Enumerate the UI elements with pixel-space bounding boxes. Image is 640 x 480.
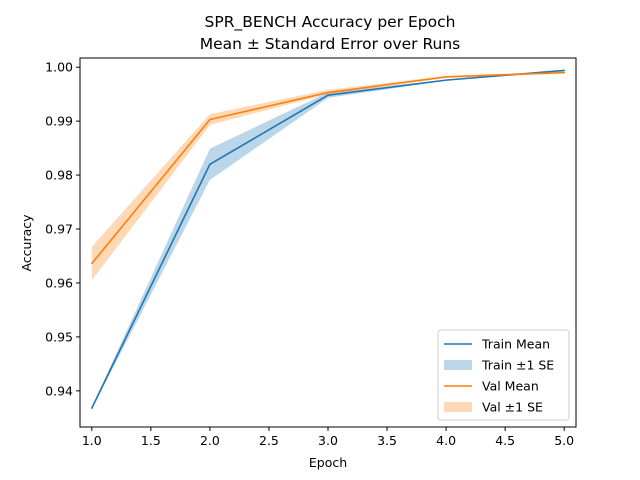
legend-label: Val Mean bbox=[482, 379, 539, 394]
val-mean-point bbox=[91, 262, 93, 265]
x-tick-label: 3.0 bbox=[318, 433, 338, 448]
plot-area bbox=[91, 69, 565, 410]
y-tick-label: 0.98 bbox=[45, 168, 73, 183]
train-mean-point bbox=[91, 407, 93, 409]
val-mean-point bbox=[327, 91, 329, 94]
y-tick-label: 1.00 bbox=[45, 60, 73, 75]
y-tick-label: 0.97 bbox=[45, 222, 73, 237]
val-se-band bbox=[91, 71, 565, 281]
legend: Train Mean Train ±1 SE Val Mean Val ±1 SE bbox=[437, 329, 570, 421]
x-tick-label: 4.0 bbox=[436, 433, 456, 448]
y-tick-label: 0.94 bbox=[45, 383, 73, 398]
x-axis-label: Epoch bbox=[309, 455, 347, 470]
x-tick-label: 2.0 bbox=[200, 433, 220, 448]
x-tick-label: 1.5 bbox=[141, 433, 161, 448]
train-se-band bbox=[91, 69, 565, 410]
x-tick-label: 1.0 bbox=[82, 433, 102, 448]
legend-box bbox=[437, 329, 570, 421]
y-tick-label: 0.96 bbox=[45, 275, 73, 290]
val-pm1-se-legend-swatch bbox=[444, 402, 472, 412]
chart-subtitle: Mean ± Standard Error over Runs bbox=[200, 35, 461, 53]
x-tick-label: 4.5 bbox=[495, 433, 515, 448]
train-mean-point bbox=[327, 94, 329, 97]
val-mean-point bbox=[445, 76, 447, 78]
y-axis-label: Accuracy bbox=[19, 214, 34, 272]
x-tick-label: 3.5 bbox=[377, 433, 397, 448]
val-mean-point bbox=[563, 71, 565, 74]
y-tick-label: 0.99 bbox=[45, 114, 73, 129]
legend-label: Train ±1 SE bbox=[481, 358, 554, 373]
x-axis: 1.0 1.5 2.0 2.5 3.0 3.5 4.0 4.5 5.0 bbox=[82, 427, 574, 448]
x-tick-label: 5.0 bbox=[554, 433, 574, 448]
legend-label: Val ±1 SE bbox=[482, 400, 543, 415]
train-mean-point bbox=[445, 79, 447, 81]
y-tick-label: 0.95 bbox=[45, 329, 73, 344]
y-axis: 0.94 0.95 0.96 0.97 0.98 0.99 1.00 bbox=[45, 60, 80, 398]
legend-label: Train Mean bbox=[481, 337, 550, 352]
train-mean-point bbox=[209, 163, 211, 166]
x-tick-label: 2.5 bbox=[259, 433, 279, 448]
val-mean-point bbox=[209, 118, 211, 121]
chart-title: SPR_BENCH Accuracy per Epoch bbox=[205, 13, 456, 32]
train-mean-point bbox=[563, 69, 565, 72]
train-pm1-se-legend-swatch bbox=[444, 360, 472, 370]
